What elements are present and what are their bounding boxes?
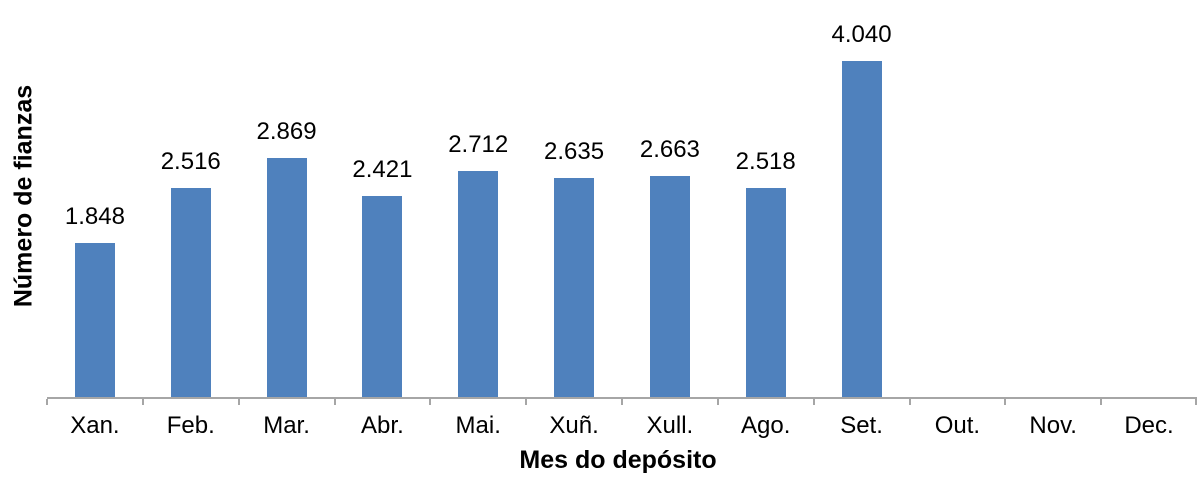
axis-tick: [429, 399, 432, 405]
bar-column: 4.040: [814, 0, 910, 397]
bar-column: 1.848: [47, 0, 143, 397]
bar-column: 2.518: [718, 0, 814, 397]
x-tick-label: Mai.: [455, 412, 501, 439]
bar-column: 2.869: [239, 0, 335, 397]
bar-column: [1005, 0, 1101, 397]
axis-tick: [908, 399, 911, 405]
bar-value-label: 2.663: [639, 135, 700, 163]
x-axis-ticks: [46, 399, 1197, 406]
axis-tick: [525, 399, 528, 405]
x-tick-label: Xan.: [70, 412, 120, 439]
axis-tick: [1004, 399, 1007, 405]
bar: [649, 176, 690, 397]
x-tick-label: Nov.: [1029, 412, 1077, 439]
axis-tick: [716, 399, 719, 405]
x-tick-label: Dec.: [1124, 412, 1174, 439]
y-axis-title: Número de fianzas: [9, 84, 38, 308]
x-tick-label: Ago.: [741, 412, 791, 439]
axis-tick: [1195, 399, 1197, 405]
x-tick-label: Abr.: [361, 412, 404, 439]
bar-value-label: 2.635: [544, 137, 605, 165]
bar-column: 2.516: [143, 0, 239, 397]
axis-tick: [1100, 399, 1103, 405]
bar: [362, 196, 403, 397]
bar: [745, 188, 786, 397]
bar-value-label: 2.516: [160, 147, 221, 175]
bar-value-label: 2.421: [352, 155, 413, 183]
x-axis-labels: Xan. Feb. Mar. Abr. Mai. Xuñ. Xull. Ago. Set. Out…: [47, 414, 1197, 438]
x-tick-label: Feb.: [166, 412, 215, 439]
x-tick-label: Out.: [934, 412, 981, 439]
axis-tick: [141, 399, 144, 405]
bar: [266, 158, 307, 397]
bar-value-label: 2.518: [735, 147, 796, 175]
bar-column: [1101, 0, 1197, 397]
axis-tick: [812, 399, 815, 405]
bar-column: 2.635: [526, 0, 622, 397]
x-axis-title: Mes do depósito: [519, 446, 717, 474]
axis-tick: [46, 399, 48, 405]
axis-tick: [333, 399, 336, 405]
x-tick-label: Xuñ.: [549, 412, 599, 439]
bar-value-label: 2.869: [256, 117, 317, 145]
x-tick-label: Set.: [840, 412, 883, 439]
x-tick-label: Xull.: [646, 412, 694, 439]
bar-column: 2.712: [430, 0, 526, 397]
bar: [170, 188, 211, 397]
bar-value-label: 4.040: [831, 20, 892, 48]
bar: [841, 61, 882, 397]
bar-value-label: 2.712: [448, 130, 509, 158]
bar: [554, 178, 595, 397]
bar-column: [909, 0, 1005, 397]
x-tick-label: Mar.: [263, 412, 310, 439]
bar-column: 2.421: [334, 0, 430, 397]
bar-columns: 1.848 2.516 2.869 2.421 2.712 2.635 2.663 2.518…: [47, 0, 1197, 397]
bar: [458, 171, 499, 397]
axis-tick: [621, 399, 623, 405]
bar-value-label: 1.848: [64, 202, 125, 230]
axis-tick: [237, 399, 240, 405]
plot-area: 1.848 2.516 2.869 2.421 2.712 2.635 2.663 2.518…: [47, 0, 1197, 399]
bar: [74, 243, 115, 397]
bar-column: 2.663: [622, 0, 718, 397]
